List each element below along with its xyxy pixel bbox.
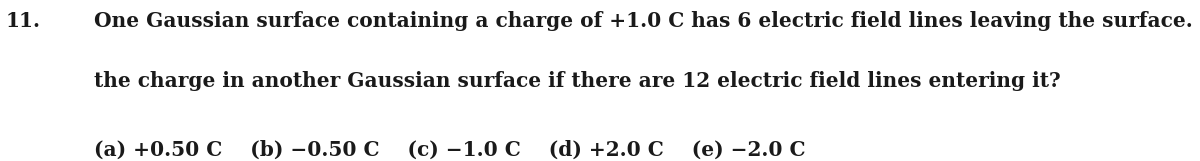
Text: the charge in another Gaussian surface if there are 12 electric field lines ente: the charge in another Gaussian surface i… xyxy=(94,71,1061,91)
Text: (a) +0.50 C    (b) −0.50 C    (c) −1.0 C    (d) +2.0 C    (e) −2.0 C: (a) +0.50 C (b) −0.50 C (c) −1.0 C (d) +… xyxy=(94,140,805,160)
Text: 11.: 11. xyxy=(6,11,41,31)
Text: One Gaussian surface containing a charge of +1.0 C has 6 electric field lines le: One Gaussian surface containing a charge… xyxy=(94,11,1200,31)
